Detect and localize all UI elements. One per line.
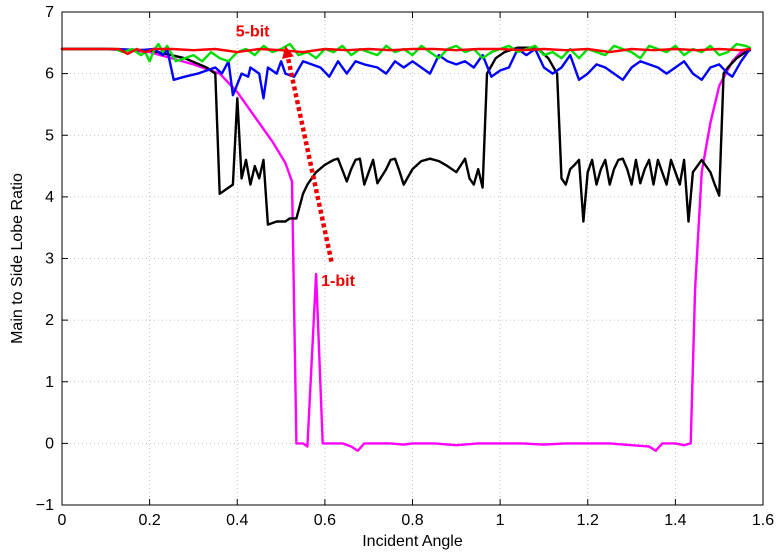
grid (62, 12, 763, 505)
x-tick-label: 1.4 (664, 512, 686, 529)
annotation-label-2: 1-bit (321, 273, 355, 290)
annotation-label-1: 5-bit (236, 24, 270, 41)
arrow-head (282, 45, 294, 59)
y-axis-label: Main to Side Lobe Ratio (9, 173, 26, 344)
x-tick-label: 1.2 (577, 512, 599, 529)
y-tick-label: −1 (36, 497, 54, 514)
y-tick-label: 3 (45, 251, 54, 268)
series-line-1 (60, 47, 752, 452)
y-tick-label: 7 (45, 4, 54, 21)
x-tick-label: 0.8 (401, 512, 423, 529)
series-line-4 (60, 42, 752, 63)
series-group (60, 42, 752, 452)
x-tick-label: 0.2 (139, 512, 161, 529)
x-axis-label: Incident Angle (362, 533, 463, 550)
annotations: 5-bit 1-bit (236, 24, 356, 291)
x-tick-label: 0.4 (226, 512, 248, 529)
x-tick-label: 1 (496, 512, 505, 529)
series-line-3 (60, 47, 752, 100)
y-tick-label: 4 (45, 189, 54, 206)
series-line-5 (60, 47, 752, 56)
y-tick-label: 5 (45, 127, 54, 144)
x-tick-label: 0.6 (314, 512, 336, 529)
x-tick-label: 1.6 (752, 512, 774, 529)
y-tick-label: 0 (45, 435, 54, 452)
y-tick-label: 2 (45, 312, 54, 329)
x-tick-label: 0 (58, 512, 67, 529)
y-tick-label: 1 (45, 374, 54, 391)
series-line-2 (60, 46, 752, 226)
y-tick-label: 6 (45, 66, 54, 83)
